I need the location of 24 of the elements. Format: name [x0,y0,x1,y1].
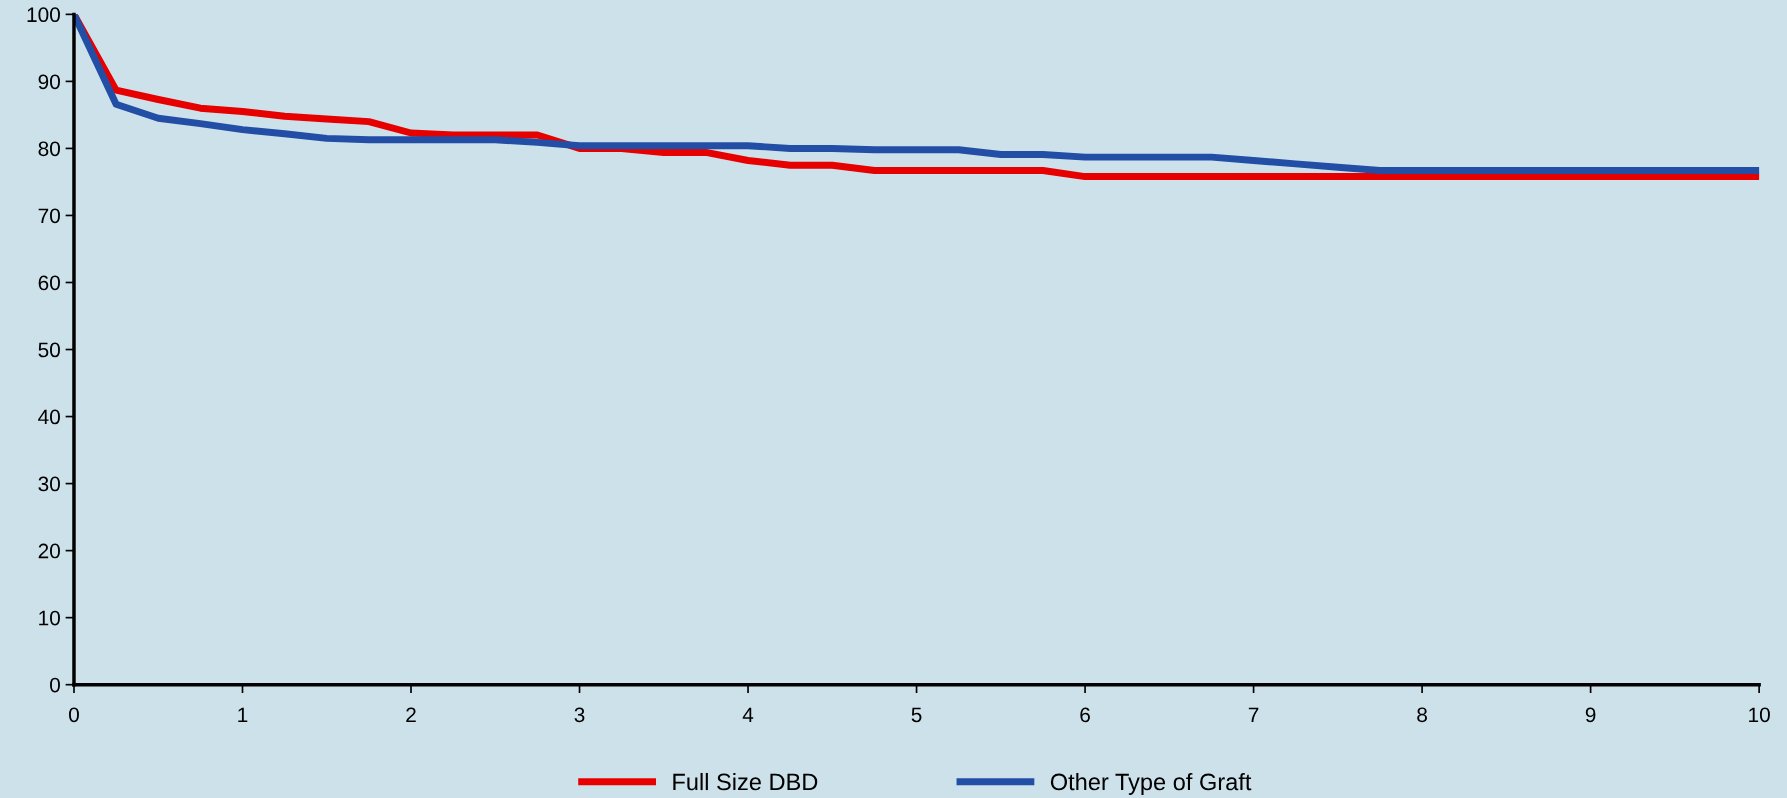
y-tick-label: 90 [38,74,60,90]
y-tick-label: 10 [39,610,60,626]
y-tick-label: 20 [38,543,60,559]
x-tick-label: 0 [69,707,79,723]
y-tick-label: 80 [38,141,60,157]
x-tick-label: 10 [1749,707,1770,723]
x-tick-label: 5 [911,707,922,723]
y-tick-label: 100 [27,7,60,23]
y-tick-label: 70 [38,208,60,224]
y-tick-label: 50 [38,342,60,358]
y-tick-label: 0 [50,677,60,693]
legend-label: Full Size DBD [673,772,818,791]
y-tick-label: 30 [38,476,60,492]
y-tick-label: 40 [38,409,60,425]
x-tick-label: 2 [406,707,416,722]
x-tick-label: 9 [1585,707,1596,723]
x-tick-label: 8 [1417,707,1427,723]
x-tick-label: 3 [574,707,585,723]
legend-label: Other Type of Graft [1050,772,1252,795]
x-tick-label: 4 [742,707,754,722]
x-tick-label: 6 [1080,707,1090,723]
x-tick-label: 7 [1248,707,1259,722]
x-tick-label: 1 [238,707,248,722]
y-tick-label: 60 [38,275,60,291]
